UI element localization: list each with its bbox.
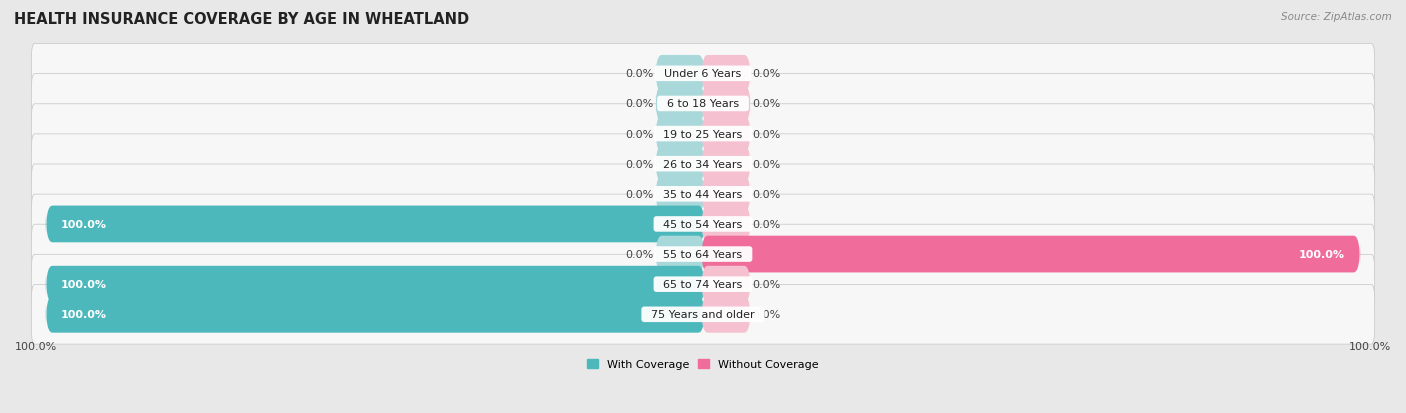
Text: 19 to 25 Years: 19 to 25 Years [657,129,749,139]
Text: 26 to 34 Years: 26 to 34 Years [657,159,749,169]
FancyBboxPatch shape [46,296,704,333]
FancyBboxPatch shape [702,146,751,183]
Text: 65 to 74 Years: 65 to 74 Years [657,280,749,290]
Text: 0.0%: 0.0% [752,280,780,290]
FancyBboxPatch shape [702,236,1360,273]
Text: 0.0%: 0.0% [752,159,780,169]
Text: 0.0%: 0.0% [752,219,780,229]
Text: 0.0%: 0.0% [752,129,780,139]
Text: 45 to 54 Years: 45 to 54 Years [657,219,749,229]
FancyBboxPatch shape [655,236,704,273]
Text: Under 6 Years: Under 6 Years [658,69,748,79]
FancyBboxPatch shape [31,165,1375,224]
FancyBboxPatch shape [31,225,1375,284]
FancyBboxPatch shape [655,56,704,93]
FancyBboxPatch shape [46,266,704,303]
Text: 0.0%: 0.0% [626,129,654,139]
FancyBboxPatch shape [702,116,751,152]
FancyBboxPatch shape [31,135,1375,194]
Text: 100.0%: 100.0% [1348,341,1391,351]
Text: Source: ZipAtlas.com: Source: ZipAtlas.com [1281,12,1392,22]
FancyBboxPatch shape [655,116,704,152]
FancyBboxPatch shape [702,86,751,123]
Text: 0.0%: 0.0% [626,249,654,259]
Text: 0.0%: 0.0% [626,69,654,79]
Text: 0.0%: 0.0% [752,69,780,79]
Text: 6 to 18 Years: 6 to 18 Years [659,99,747,109]
FancyBboxPatch shape [702,266,751,303]
Text: 0.0%: 0.0% [752,310,780,320]
Text: 100.0%: 100.0% [1299,249,1346,259]
FancyBboxPatch shape [31,44,1375,104]
Text: 0.0%: 0.0% [626,99,654,109]
FancyBboxPatch shape [31,195,1375,254]
FancyBboxPatch shape [702,296,751,333]
Text: 55 to 64 Years: 55 to 64 Years [657,249,749,259]
Text: 0.0%: 0.0% [626,159,654,169]
FancyBboxPatch shape [31,74,1375,134]
Text: 0.0%: 0.0% [752,99,780,109]
Text: HEALTH INSURANCE COVERAGE BY AGE IN WHEATLAND: HEALTH INSURANCE COVERAGE BY AGE IN WHEA… [14,12,470,27]
Text: 100.0%: 100.0% [60,310,107,320]
FancyBboxPatch shape [655,86,704,123]
Text: 100.0%: 100.0% [15,341,58,351]
Text: 100.0%: 100.0% [60,280,107,290]
FancyBboxPatch shape [46,206,704,243]
FancyBboxPatch shape [655,146,704,183]
FancyBboxPatch shape [702,176,751,213]
Text: 75 Years and older: 75 Years and older [644,310,762,320]
Text: 0.0%: 0.0% [626,189,654,199]
Legend: With Coverage, Without Coverage: With Coverage, Without Coverage [582,355,824,374]
Text: 35 to 44 Years: 35 to 44 Years [657,189,749,199]
FancyBboxPatch shape [655,176,704,213]
FancyBboxPatch shape [702,56,751,93]
FancyBboxPatch shape [702,206,751,243]
Text: 100.0%: 100.0% [60,219,107,229]
FancyBboxPatch shape [31,255,1375,314]
FancyBboxPatch shape [31,104,1375,164]
FancyBboxPatch shape [31,285,1375,344]
Text: 0.0%: 0.0% [752,189,780,199]
